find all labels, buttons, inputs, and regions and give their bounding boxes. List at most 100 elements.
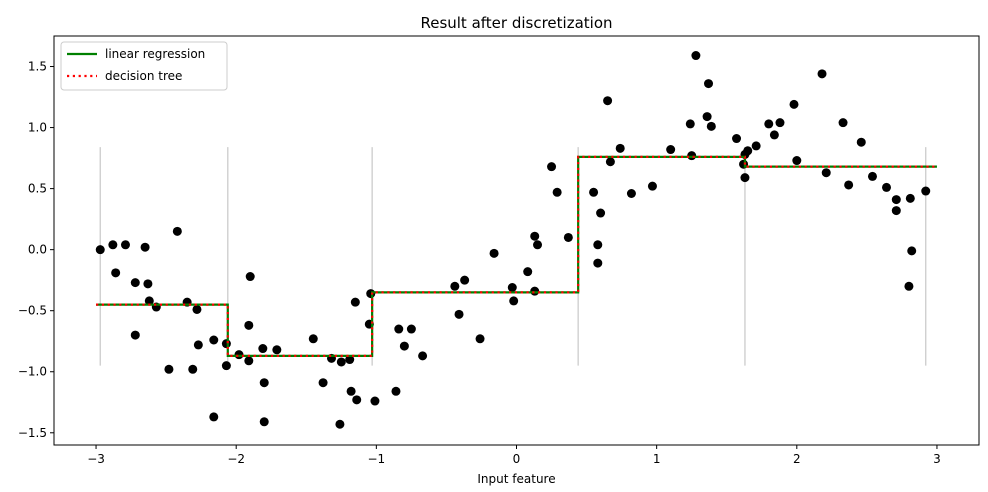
scatter-point-33 — [345, 355, 355, 365]
scatter-point-5 — [130, 330, 140, 340]
chart-title: Result after discretization — [420, 14, 612, 32]
y-axis-ticks: −1.5 −1.0 −0.5 0.0 0.5 1.0 1.5 — [18, 60, 54, 440]
scatter-point-24 — [258, 344, 268, 354]
scatter-point-11 — [172, 226, 182, 236]
scatter-point-89 — [844, 180, 854, 190]
scatter-point-66 — [626, 188, 636, 198]
y-tick-label-4: 0.5 — [28, 182, 47, 196]
y-tick-label-2: −0.5 — [18, 304, 47, 318]
y-tick-label-1: −1.0 — [18, 365, 47, 379]
scatter-point-92 — [882, 182, 891, 192]
scatter-point-93 — [891, 195, 901, 205]
scatter-point-31 — [335, 419, 345, 429]
scatter-point-91 — [867, 171, 877, 181]
scatter-point-60 — [593, 240, 603, 250]
scatter-point-73 — [704, 79, 714, 89]
y-tick-label-5: 1.0 — [28, 121, 47, 135]
scatter-point-80 — [751, 141, 761, 151]
scatter-points — [95, 51, 931, 429]
scatter-point-49 — [489, 248, 499, 258]
scatter-point-72 — [702, 112, 712, 122]
scatter-point-46 — [454, 309, 464, 319]
scatter-point-61 — [593, 258, 603, 268]
scatter-point-78 — [740, 173, 750, 183]
scatter-point-88 — [838, 118, 848, 128]
x-tick-label-2: −1 — [367, 452, 385, 466]
scatter-point-45 — [450, 281, 460, 291]
scatter-point-10 — [164, 364, 174, 374]
scatter-point-39 — [370, 396, 380, 406]
scatter-point-26 — [259, 417, 269, 427]
scatter-point-43 — [406, 324, 416, 334]
scatter-point-62 — [596, 208, 606, 218]
scatter-point-34 — [346, 386, 356, 396]
scatter-point-87 — [821, 168, 831, 178]
scatter-point-19 — [221, 361, 231, 371]
scatter-point-35 — [350, 297, 360, 307]
scatter-point-22 — [244, 320, 254, 330]
scatter-point-17 — [209, 412, 219, 422]
scatter-point-28 — [308, 334, 318, 344]
scatter-point-70 — [687, 151, 697, 161]
x-tick-label-1: −2 — [227, 452, 245, 466]
scatter-point-2 — [111, 268, 121, 278]
scatter-point-40 — [391, 386, 401, 396]
series-line-linear-regression — [96, 155, 937, 357]
bin-edge-lines — [99, 147, 927, 366]
scatter-point-86 — [817, 69, 827, 79]
scatter-point-48 — [475, 334, 485, 344]
scatter-point-74 — [706, 121, 716, 131]
scatter-point-57 — [552, 187, 562, 197]
scatter-point-13 — [188, 364, 198, 374]
y-tick-label-0: −1.5 — [18, 426, 47, 440]
scatter-point-16 — [209, 335, 219, 345]
scatter-point-41 — [394, 324, 404, 334]
scatter-point-59 — [589, 187, 599, 197]
x-axis-ticks: −3 −2 −1 0 1 2 3 — [87, 445, 941, 466]
scatter-point-90 — [856, 137, 866, 147]
x-tick-label-6: 3 — [933, 452, 941, 466]
scatter-point-83 — [775, 118, 785, 128]
scatter-point-56 — [547, 162, 557, 172]
scatter-point-51 — [509, 296, 519, 306]
scatter-point-32 — [336, 357, 346, 367]
scatter-point-79 — [743, 146, 753, 156]
scatter-point-50 — [507, 283, 517, 293]
scatter-point-7 — [143, 279, 153, 289]
scatter-point-58 — [563, 232, 573, 242]
scatter-point-63 — [603, 96, 613, 106]
scatter-point-71 — [691, 51, 701, 61]
scatter-point-27 — [272, 345, 282, 355]
scatter-point-25 — [259, 378, 269, 388]
scatter-point-6 — [140, 242, 150, 252]
scatter-point-23 — [245, 272, 255, 282]
scatter-point-81 — [764, 119, 774, 129]
scatter-point-15 — [193, 340, 203, 350]
scatter-point-1 — [108, 240, 118, 250]
scatter-point-94 — [891, 206, 901, 216]
plot-frame — [53, 35, 980, 446]
x-tick-label-0: −3 — [87, 452, 105, 466]
scatter-point-53 — [530, 286, 540, 296]
scatter-point-52 — [523, 267, 533, 277]
y-tick-label-6: 1.5 — [28, 60, 47, 74]
scatter-point-21 — [244, 356, 254, 366]
x-tick-label-5: 2 — [793, 452, 801, 466]
scatter-point-85 — [792, 156, 802, 166]
x-tick-label-4: 1 — [653, 452, 661, 466]
scatter-point-18 — [221, 339, 231, 349]
scatter-point-75 — [732, 134, 742, 144]
series-line-decision-tree — [96, 155, 937, 357]
legend: linear regression decision tree — [60, 41, 228, 91]
scatter-point-47 — [460, 275, 470, 285]
scatter-point-55 — [533, 240, 543, 250]
scatter-point-96 — [905, 193, 915, 203]
scatter-point-67 — [647, 181, 657, 191]
scatter-point-69 — [685, 119, 695, 129]
legend-label-decision-tree: decision tree — [105, 69, 182, 83]
scatter-point-20 — [234, 350, 244, 360]
scatter-point-82 — [769, 130, 779, 140]
legend-box — [60, 41, 228, 91]
scatter-point-84 — [789, 99, 799, 109]
